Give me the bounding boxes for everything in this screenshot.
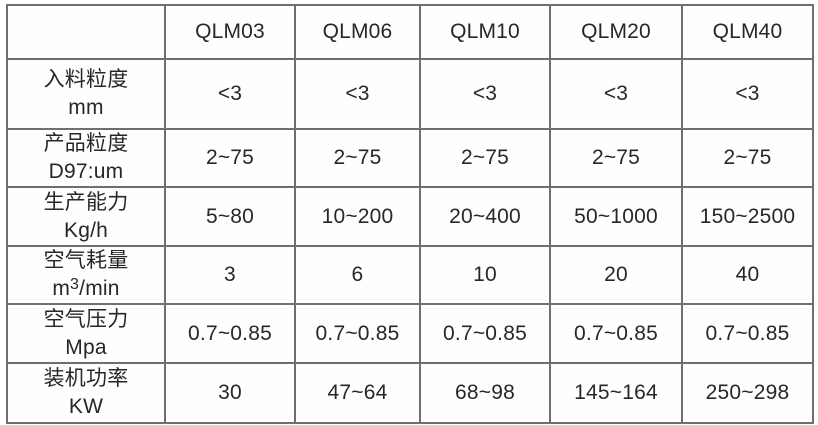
value-cell: <3 (681, 58, 814, 130)
value-cell: 2~75 (681, 128, 814, 188)
param-unit: mm (68, 96, 104, 119)
header-cell-qlm40: QLM40 (681, 4, 814, 60)
value-cell: 0.7~0.85 (681, 303, 814, 364)
param-name: 入料粒度 (43, 68, 129, 91)
value-cell: 0.7~0.85 (549, 303, 683, 364)
param-unit: Mpa (65, 335, 107, 359)
value-cell: 5~80 (164, 186, 296, 247)
row-label-production-capacity: 生产能力 Kg/h (6, 186, 166, 247)
value-cell: 0.7~0.85 (164, 303, 296, 364)
header-row: QLM03 QLM06 QLM10 QLM20 QLM40 (6, 4, 814, 60)
header-cell-empty (6, 4, 166, 60)
value-cell: 10 (419, 245, 551, 305)
value-cell: 50~1000 (549, 186, 683, 247)
header-cell-qlm03: QLM03 (164, 4, 296, 60)
table-row: 产品粒度 D97:um 2~75 2~75 2~75 2~75 2~75 (6, 128, 814, 188)
row-label-air-pressure: 空气压力 Mpa (6, 303, 166, 364)
table-row: 装机功率 KW 30 47~64 68~98 145~164 250~298 (6, 362, 814, 424)
value-cell: 2~75 (419, 128, 551, 188)
value-cell: 20 (549, 245, 683, 305)
param-name: 空气耗量 (43, 249, 129, 272)
header-cell-qlm06: QLM06 (294, 4, 421, 60)
param-name: 装机功率 (43, 367, 129, 390)
param-name: 产品粒度 (43, 132, 129, 155)
value-cell: <3 (294, 58, 421, 130)
param-unit: D97:um (48, 160, 124, 183)
value-cell: 10~200 (294, 186, 421, 247)
unit-superscript: 3 (70, 276, 80, 293)
param-unit: KW (68, 395, 104, 418)
unit-suffix: /min (79, 277, 120, 300)
value-cell: 0.7~0.85 (419, 303, 551, 364)
header-cell-qlm20: QLM20 (549, 4, 683, 60)
unit-prefix: m (52, 277, 71, 300)
value-cell: 3 (164, 245, 296, 305)
value-cell: <3 (164, 58, 296, 130)
param-name: 生产能力 (43, 190, 129, 214)
value-cell: 2~75 (549, 128, 683, 188)
value-cell: 68~98 (419, 362, 551, 424)
value-cell: 145~164 (549, 362, 683, 424)
value-cell: 250~298 (681, 362, 814, 424)
param-name: 空气压力 (43, 307, 129, 331)
row-label-feed-particle-size: 入料粒度 mm (6, 58, 166, 130)
row-label-installed-power: 装机功率 KW (6, 362, 166, 424)
header-cell-qlm10: QLM10 (419, 4, 551, 60)
row-label-product-particle-size: 产品粒度 D97:um (6, 128, 166, 188)
value-cell: 30 (164, 362, 296, 424)
value-cell: <3 (419, 58, 551, 130)
table-row: 生产能力 Kg/h 5~80 10~200 20~400 50~1000 150… (6, 186, 814, 247)
row-label-air-consumption: 空气耗量 m3/min (6, 245, 166, 305)
table-row: 空气耗量 m3/min 3 6 10 20 40 (6, 245, 814, 305)
table-row: 入料粒度 mm <3 <3 <3 <3 <3 (6, 58, 814, 130)
table-row: 空气压力 Mpa 0.7~0.85 0.7~0.85 0.7~0.85 0.7~… (6, 303, 814, 364)
value-cell: 20~400 (419, 186, 551, 247)
value-cell: 6 (294, 245, 421, 305)
value-cell: 0.7~0.85 (294, 303, 421, 364)
value-cell: 2~75 (294, 128, 421, 188)
value-cell: 2~75 (164, 128, 296, 188)
value-cell: <3 (549, 58, 683, 130)
spec-table-container: QLM03 QLM06 QLM10 QLM20 QLM40 入料粒度 mm <3… (6, 4, 814, 424)
value-cell: 40 (681, 245, 814, 305)
value-cell: 150~2500 (681, 186, 814, 247)
param-unit: m3/min (8, 275, 164, 303)
value-cell: 47~64 (294, 362, 421, 424)
model-spec-table: QLM03 QLM06 QLM10 QLM20 QLM40 入料粒度 mm <3… (6, 4, 814, 424)
param-unit: Kg/h (64, 218, 108, 242)
